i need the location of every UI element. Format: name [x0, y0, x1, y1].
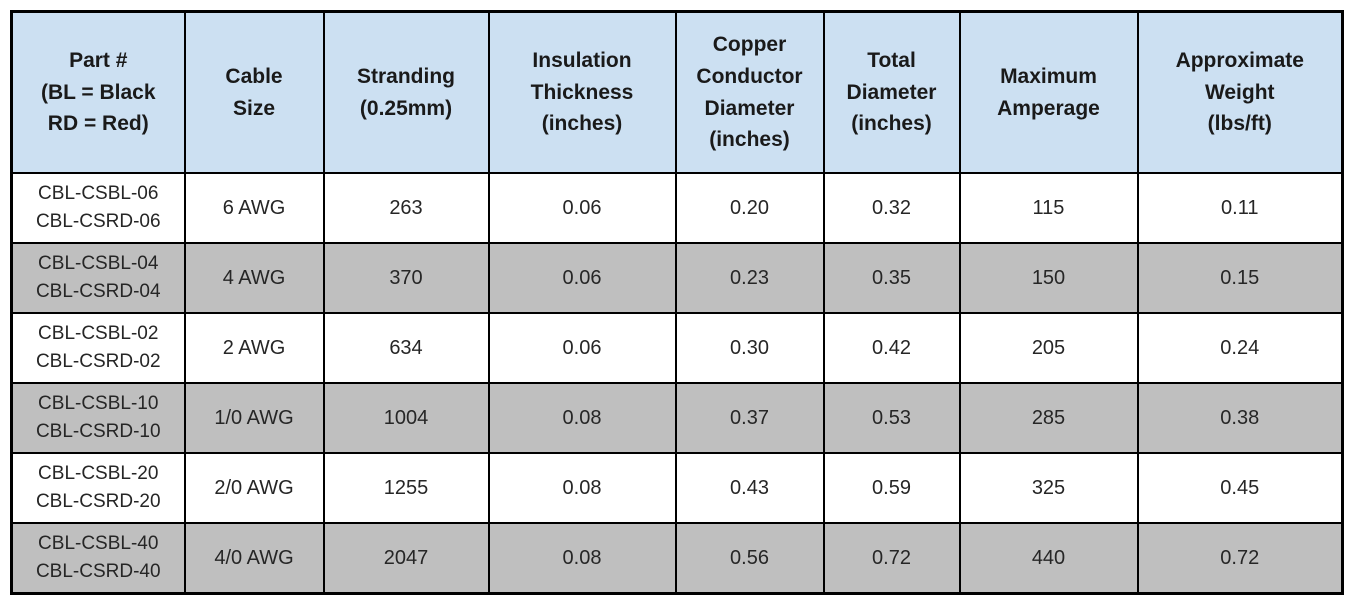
cell-part-number: CBL-CSBL-20 CBL-CSRD-20 — [10, 452, 186, 524]
cell-copper-conductor-diameter: 0.23 — [674, 242, 825, 314]
cell-approximate-weight: 0.11 — [1136, 172, 1344, 244]
cell-stranding: 1004 — [322, 382, 490, 454]
column-header-copper-conductor-diameter: Copper Conductor Diameter (inches) — [674, 10, 825, 174]
cell-copper-conductor-diameter: 0.43 — [674, 452, 825, 524]
cell-cable-size: 6 AWG — [183, 172, 325, 244]
cell-total-diameter: 0.32 — [822, 172, 961, 244]
table-row: CBL-CSBL-04 CBL-CSRD-04 4 AWG 370 0.06 0… — [10, 242, 1344, 314]
cell-approximate-weight: 0.15 — [1136, 242, 1344, 314]
cable-spec-table-container: Part # (BL = Black RD = Red) Cable Size … — [10, 10, 1344, 595]
cell-insulation-thickness: 0.08 — [487, 382, 677, 454]
cell-total-diameter: 0.53 — [822, 382, 961, 454]
cell-approximate-weight: 0.45 — [1136, 452, 1344, 524]
cell-insulation-thickness: 0.06 — [487, 312, 677, 384]
table-row: CBL-CSBL-20 CBL-CSRD-20 2/0 AWG 1255 0.0… — [10, 452, 1344, 524]
cell-stranding: 634 — [322, 312, 490, 384]
cell-stranding: 1255 — [322, 452, 490, 524]
column-header-insulation-thickness: Insulation Thickness (inches) — [487, 10, 677, 174]
column-header-stranding: Stranding (0.25mm) — [322, 10, 490, 174]
cell-copper-conductor-diameter: 0.30 — [674, 312, 825, 384]
cell-total-diameter: 0.59 — [822, 452, 961, 524]
cell-approximate-weight: 0.38 — [1136, 382, 1344, 454]
cell-maximum-amperage: 440 — [958, 522, 1139, 595]
column-header-cable-size: Cable Size — [183, 10, 325, 174]
cell-stranding: 370 — [322, 242, 490, 314]
column-header-part-number: Part # (BL = Black RD = Red) — [10, 10, 186, 174]
column-header-maximum-amperage: Maximum Amperage — [958, 10, 1139, 174]
header-row: Part # (BL = Black RD = Red) Cable Size … — [10, 10, 1344, 174]
cell-insulation-thickness: 0.08 — [487, 522, 677, 595]
table-row: CBL-CSBL-06 CBL-CSRD-06 6 AWG 263 0.06 0… — [10, 172, 1344, 244]
table-row: CBL-CSBL-40 CBL-CSRD-40 4/0 AWG 2047 0.0… — [10, 522, 1344, 595]
cell-approximate-weight: 0.24 — [1136, 312, 1344, 384]
cell-copper-conductor-diameter: 0.56 — [674, 522, 825, 595]
cell-part-number: CBL-CSBL-04 CBL-CSRD-04 — [10, 242, 186, 314]
cell-maximum-amperage: 325 — [958, 452, 1139, 524]
column-header-approximate-weight: Approximate Weight (lbs/ft) — [1136, 10, 1344, 174]
cell-cable-size: 1/0 AWG — [183, 382, 325, 454]
cell-insulation-thickness: 0.06 — [487, 242, 677, 314]
cell-maximum-amperage: 150 — [958, 242, 1139, 314]
cell-total-diameter: 0.35 — [822, 242, 961, 314]
column-header-total-diameter: Total Diameter (inches) — [822, 10, 961, 174]
cell-maximum-amperage: 285 — [958, 382, 1139, 454]
cell-part-number: CBL-CSBL-06 CBL-CSRD-06 — [10, 172, 186, 244]
cell-cable-size: 4/0 AWG — [183, 522, 325, 595]
cell-part-number: CBL-CSBL-10 CBL-CSRD-10 — [10, 382, 186, 454]
cell-maximum-amperage: 205 — [958, 312, 1139, 384]
cell-cable-size: 2/0 AWG — [183, 452, 325, 524]
cell-total-diameter: 0.42 — [822, 312, 961, 384]
cell-part-number: CBL-CSBL-40 CBL-CSRD-40 — [10, 522, 186, 595]
cell-copper-conductor-diameter: 0.37 — [674, 382, 825, 454]
table-row: CBL-CSBL-02 CBL-CSRD-02 2 AWG 634 0.06 0… — [10, 312, 1344, 384]
cell-total-diameter: 0.72 — [822, 522, 961, 595]
cell-copper-conductor-diameter: 0.20 — [674, 172, 825, 244]
cell-cable-size: 4 AWG — [183, 242, 325, 314]
cell-stranding: 2047 — [322, 522, 490, 595]
cell-insulation-thickness: 0.08 — [487, 452, 677, 524]
cell-insulation-thickness: 0.06 — [487, 172, 677, 244]
table-row: CBL-CSBL-10 CBL-CSRD-10 1/0 AWG 1004 0.0… — [10, 382, 1344, 454]
cable-spec-table: Part # (BL = Black RD = Red) Cable Size … — [10, 10, 1344, 595]
cell-maximum-amperage: 115 — [958, 172, 1139, 244]
cell-stranding: 263 — [322, 172, 490, 244]
cell-part-number: CBL-CSBL-02 CBL-CSRD-02 — [10, 312, 186, 384]
cell-cable-size: 2 AWG — [183, 312, 325, 384]
cell-approximate-weight: 0.72 — [1136, 522, 1344, 595]
